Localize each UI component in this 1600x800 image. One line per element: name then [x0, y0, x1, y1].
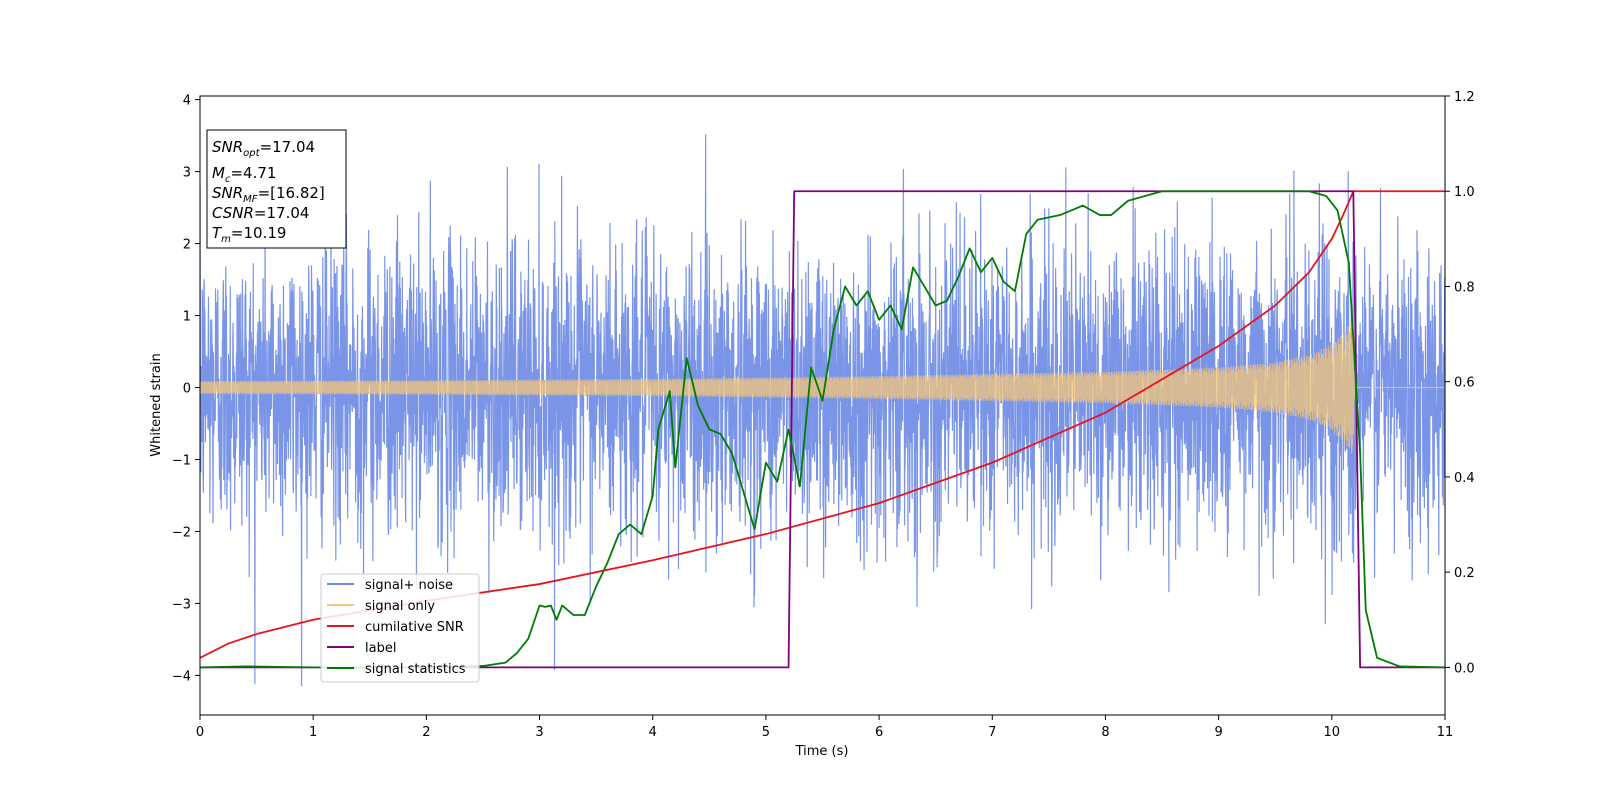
series-cumulative-snr [200, 190, 1445, 659]
x-tick-label-10: 10 [1324, 725, 1341, 740]
y-right-tick-label-5: 1.0 [1454, 185, 1475, 200]
x-tick-label-3: 3 [535, 725, 543, 740]
legend-frame [320, 573, 480, 683]
y-left-tick-label-1: −3 [172, 597, 191, 612]
x-axis: 0 1 2 3 4 5 6 7 8 9 10 11 [196, 715, 1453, 740]
x-tick-label-2: 2 [422, 725, 430, 740]
info-box: SNRopt=17.04 Mc=4.71 SNRMF=[16.82] CSNR=… [206, 129, 347, 249]
x-tick-label-11: 11 [1437, 725, 1454, 740]
y-right-tick-label-6: 1.2 [1454, 90, 1475, 105]
y-right-tick-label-4: 0.8 [1454, 280, 1475, 295]
plot-frame [199, 95, 1446, 716]
legend: signal+ noise signal only cumilative SNR… [320, 573, 480, 683]
info-tm: Tm=10.19 [212, 224, 286, 245]
y-left-tick-label-6: 2 [183, 238, 191, 253]
x-tick-label-7: 7 [988, 725, 996, 740]
x-tick-label-4: 4 [649, 725, 657, 740]
legend-label-cumulative-snr: cumilative SNR [365, 620, 464, 635]
y-left-tick-label-2: −2 [172, 525, 191, 540]
series-signal-statistics [200, 190, 1445, 669]
y-left-tick-label-0: −4 [172, 669, 191, 684]
info-csnr: CSNR=17.04 [212, 204, 309, 222]
y-right-tick-label-1: 0.2 [1454, 566, 1475, 581]
x-tick-label-0: 0 [196, 725, 204, 740]
info-mc: Mc=4.71 [212, 164, 276, 185]
info-snr-opt: SNRopt=17.04 [212, 138, 315, 159]
y-left-tick-label-8: 4 [183, 94, 191, 109]
y-axis-left: −4 −3 −2 −1 0 1 2 3 4 [172, 94, 200, 684]
y-right-tick-label-0: 0.0 [1454, 661, 1475, 676]
legend-label-signal-only: signal only [365, 599, 435, 614]
info-snr-mf: SNRMF=[16.82] [212, 184, 325, 205]
info-box-frame [206, 129, 347, 249]
series-label [200, 190, 1445, 669]
y-right-tick-label-3: 0.6 [1454, 376, 1475, 391]
y-left-tick-label-7: 3 [183, 166, 191, 181]
legend-label-signal-noise: signal+ noise [365, 578, 453, 593]
y-left-tick-label-5: 1 [183, 310, 191, 325]
y-right-tick-label-2: 0.4 [1454, 471, 1475, 486]
y-left-tick-label-4: 0 [183, 382, 191, 397]
y-axis-label: Whitened strain [149, 353, 164, 456]
x-tick-label-5: 5 [762, 725, 770, 740]
x-tick-label-1: 1 [309, 725, 317, 740]
x-tick-label-9: 9 [1214, 725, 1222, 740]
series-layer [200, 134, 1445, 687]
y-axis-right: 0.0 0.2 0.4 0.6 0.8 1.0 1.2 [1445, 90, 1475, 676]
x-tick-label-8: 8 [1101, 725, 1109, 740]
legend-label-signal-statistics: signal statistics [365, 662, 466, 677]
y-left-tick-label-3: −1 [172, 453, 191, 468]
x-tick-label-6: 6 [875, 725, 883, 740]
x-axis-label: Time (s) [795, 744, 849, 759]
legend-label-label: label [365, 641, 396, 656]
